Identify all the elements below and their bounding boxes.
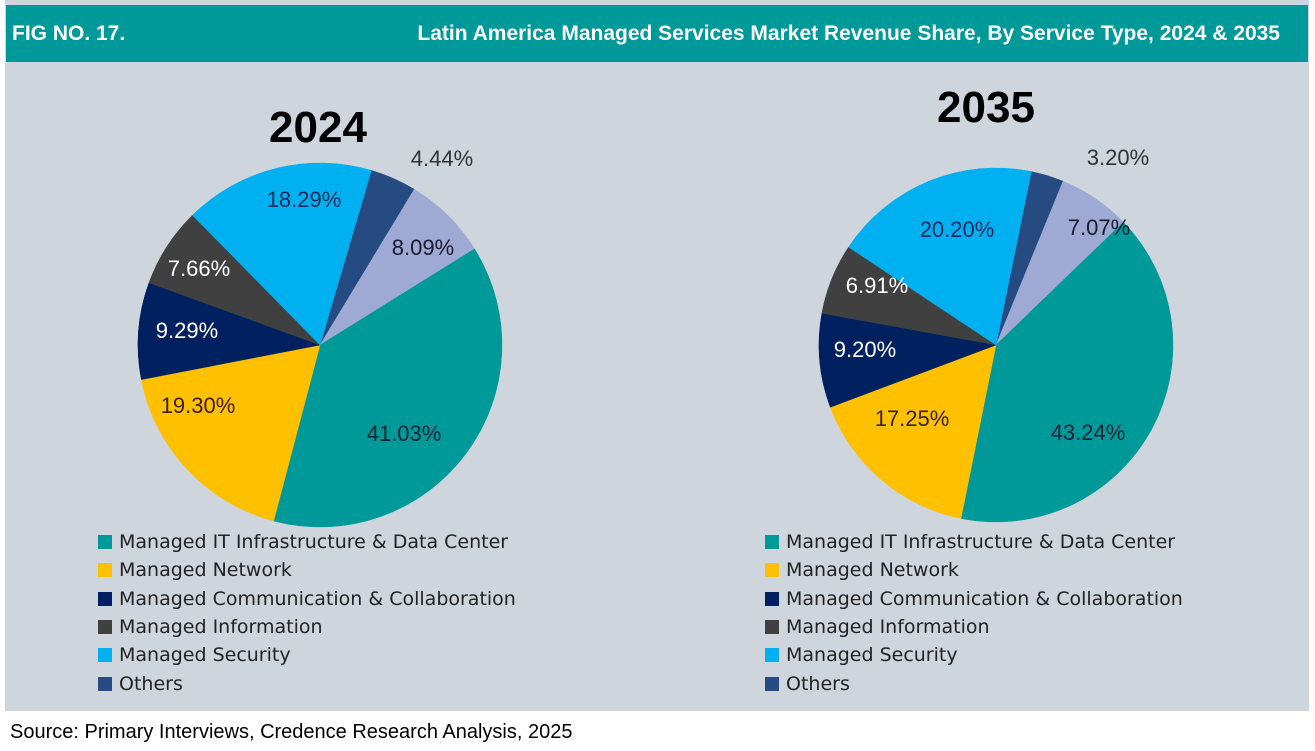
legend-label: Managed Network bbox=[786, 559, 959, 582]
legend-label: Managed Communication & Collaboration bbox=[786, 587, 1183, 610]
legend-label: Managed Network bbox=[119, 559, 292, 582]
legend-swatch bbox=[765, 648, 779, 663]
data-label-managed-it-infrastructure-data-center: 43.24% bbox=[1051, 420, 1126, 445]
data-label-managed-information: 6.91% bbox=[846, 273, 908, 298]
pie-slice-managed-network bbox=[141, 344, 321, 522]
pie-chart-2024: 2024 4.44% 8.09% 41.03% 19.30% 9.29% 7.66% 18.… bbox=[137, 103, 503, 528]
legend-item: Managed Information bbox=[98, 613, 516, 641]
legend-swatch bbox=[765, 620, 779, 635]
data-label-unlabeled: 7.07% bbox=[1068, 215, 1130, 240]
legend-item: Managed Security bbox=[98, 641, 516, 669]
legend-label: Managed IT Infrastructure & Data Center bbox=[119, 531, 509, 554]
pie-chart-2035: 2035 3.20% 7.07% 43.24% 17.25% 9.20% 6.91% 20.… bbox=[818, 83, 1174, 523]
legend-label: Managed Information bbox=[119, 616, 323, 639]
data-label-managed-security: 18.29% bbox=[267, 187, 342, 212]
figure-number: FIG NO. 17. bbox=[12, 22, 126, 45]
legend-swatch bbox=[98, 591, 112, 606]
legend-label: Others bbox=[119, 672, 183, 695]
legend-swatch bbox=[98, 676, 112, 691]
legend-item: Managed Network bbox=[765, 556, 1183, 584]
legend-swatch bbox=[98, 648, 112, 663]
pie-slice-managed-communication-collaboration bbox=[137, 282, 321, 380]
source-note: Source: Primary Interviews, Credence Res… bbox=[10, 721, 573, 743]
legend-swatch bbox=[98, 535, 112, 550]
legend-label: Managed IT Infrastructure & Data Center bbox=[786, 531, 1176, 554]
legend-item: Managed Communication & Collaboration bbox=[765, 585, 1183, 613]
legend-item: Managed Information bbox=[765, 613, 1183, 641]
legend-swatch bbox=[765, 563, 779, 578]
legend-swatch bbox=[765, 676, 779, 691]
legend-2035: Managed IT Infrastructure & Data Center M… bbox=[765, 528, 1183, 698]
legend-swatch bbox=[98, 563, 112, 578]
pie-slice-managed-security bbox=[192, 162, 372, 346]
pie-slice-managed-communication-collaboration bbox=[818, 312, 997, 408]
pie-slice-managed-it-infrastructure-data-center bbox=[273, 248, 503, 528]
legend-swatch bbox=[98, 620, 112, 635]
legend-item: Managed Network bbox=[98, 556, 516, 584]
data-label-managed-network: 17.25% bbox=[875, 406, 950, 431]
legend-label: Managed Security bbox=[786, 644, 958, 667]
legend-item: Others bbox=[98, 669, 516, 697]
data-label-managed-security: 20.20% bbox=[920, 217, 995, 242]
legend-item: Managed Communication & Collaboration bbox=[98, 585, 516, 613]
legend-label: Managed Security bbox=[119, 644, 291, 667]
legend-label: Others bbox=[786, 672, 850, 695]
figure-title: Latin America Managed Services Market Re… bbox=[417, 22, 1280, 45]
legend-2024: Managed IT Infrastructure & Data Center M… bbox=[98, 528, 516, 698]
legend-label: Managed Communication & Collaboration bbox=[119, 587, 516, 610]
legend-label: Managed Information bbox=[786, 616, 990, 639]
legend-item: Managed IT Infrastructure & Data Center bbox=[765, 528, 1183, 556]
data-label-managed-information: 7.66% bbox=[168, 256, 230, 281]
figure-header: FIG NO. 17. Latin America Managed Servic… bbox=[6, 5, 1308, 62]
pie-slice-managed-security bbox=[848, 167, 1032, 346]
pie-slice-managed-it-infrastructure-data-center bbox=[960, 221, 1174, 523]
data-label-others: 3.20% bbox=[1087, 145, 1149, 170]
data-label-managed-network: 19.30% bbox=[161, 393, 236, 418]
legend-item: Managed Security bbox=[765, 641, 1183, 669]
data-label-managed-communication-collaboration: 9.29% bbox=[156, 318, 218, 343]
data-label-others: 4.44% bbox=[411, 146, 473, 171]
chart-title-2024: 2024 bbox=[269, 103, 367, 152]
legend-item: Others bbox=[765, 669, 1183, 697]
legend-item: Managed IT Infrastructure & Data Center bbox=[98, 528, 516, 556]
data-label-managed-communication-collaboration: 9.20% bbox=[834, 337, 896, 362]
legend-swatch bbox=[765, 535, 779, 550]
legend-swatch bbox=[765, 591, 779, 606]
pie-slice-managed-network bbox=[829, 344, 997, 519]
data-label-unlabeled: 8.09% bbox=[392, 235, 454, 260]
data-label-managed-it-infrastructure-data-center: 41.03% bbox=[367, 421, 442, 446]
chart-title-2035: 2035 bbox=[937, 83, 1035, 132]
